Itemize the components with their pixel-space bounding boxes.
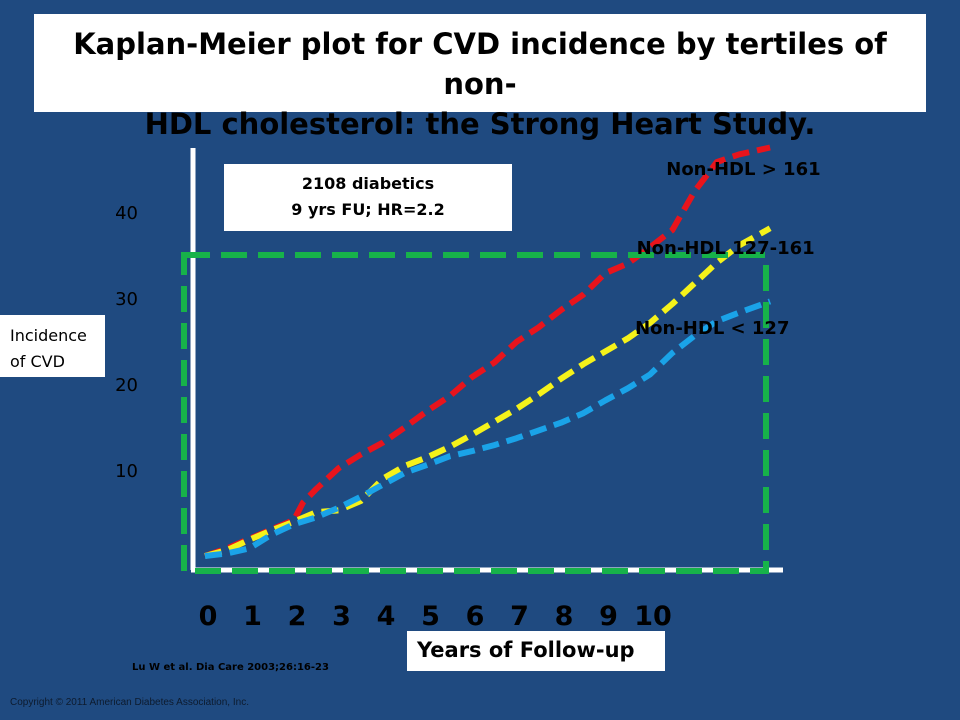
x-tick-label-9: 9 (599, 601, 618, 632)
series-labels: Non-HDL > 161 Non-HDL 127-161 Non-HDL < 12… (635, 159, 821, 339)
series-line-non-hdl-127 (204, 298, 772, 559)
y-tick-label-10: 10 (115, 461, 138, 482)
x-tick-label-10: 10 (634, 601, 672, 632)
y-tick-labels: 10 20 30 40 (115, 203, 138, 482)
citation: Lu W et al. Dia Care 2003;26:16-23 (132, 662, 329, 673)
y-tick-label-20: 20 (115, 375, 138, 396)
x-tick-label-0: 0 (199, 601, 218, 632)
x-axis-label-box: Years of Follow-up (407, 631, 665, 671)
x-tick-label-3: 3 (332, 601, 351, 632)
x-axis-label: Years of Follow-up (417, 638, 635, 662)
x-tick-label-8: 8 (555, 601, 574, 632)
x-tick-label-2: 2 (288, 601, 307, 632)
series-line-non-hdl-127-161 (204, 225, 772, 559)
chart-title: Kaplan-Meier plot for CVD incidence by t… (34, 24, 926, 144)
series-label-non-hdl-161: Non-HDL > 161 (666, 159, 820, 180)
y-axis-label-line-2: of CVD (10, 352, 65, 371)
x-tick-labels: 0 1 2 3 4 5 6 7 8 9 10 (199, 601, 672, 632)
title-line-2: HDL cholesterol: the Strong Heart Study. (144, 107, 816, 141)
x-tick-label-7: 7 (510, 601, 529, 632)
x-tick-label-1: 1 (243, 601, 262, 632)
x-tick-label-4: 4 (377, 601, 396, 632)
y-axis-label-box: Incidence of CVD (0, 315, 105, 377)
annotation-box: 2108 diabetics 9 yrs FU; HR=2.2 (224, 164, 512, 231)
highlight-rectangle (181, 252, 769, 574)
y-tick-label-30: 30 (115, 289, 138, 310)
series-label-non-hdl-127-161: Non-HDL 127-161 (637, 238, 815, 259)
x-tick-label-6: 6 (466, 601, 485, 632)
series-line-non-hdl-161 (204, 144, 771, 559)
series-label-non-hdl-127: Non-HDL < 127 (635, 318, 789, 339)
series-lines (204, 144, 772, 559)
highlight-box (181, 252, 769, 574)
y-axis-label-line-1: Incidence (10, 326, 87, 345)
annotation-line-2: 9 yrs FU; HR=2.2 (291, 200, 445, 219)
title-line-1: Kaplan-Meier plot for CVD incidence by t… (73, 27, 887, 101)
annotation-line-1: 2108 diabetics (301, 174, 435, 193)
copyright: Copyright © 2011 American Diabetes Assoc… (10, 697, 249, 708)
title-box: Kaplan-Meier plot for CVD incidence by t… (34, 14, 926, 141)
x-tick-label-5: 5 (421, 601, 440, 632)
y-tick-label-40: 40 (115, 203, 138, 224)
